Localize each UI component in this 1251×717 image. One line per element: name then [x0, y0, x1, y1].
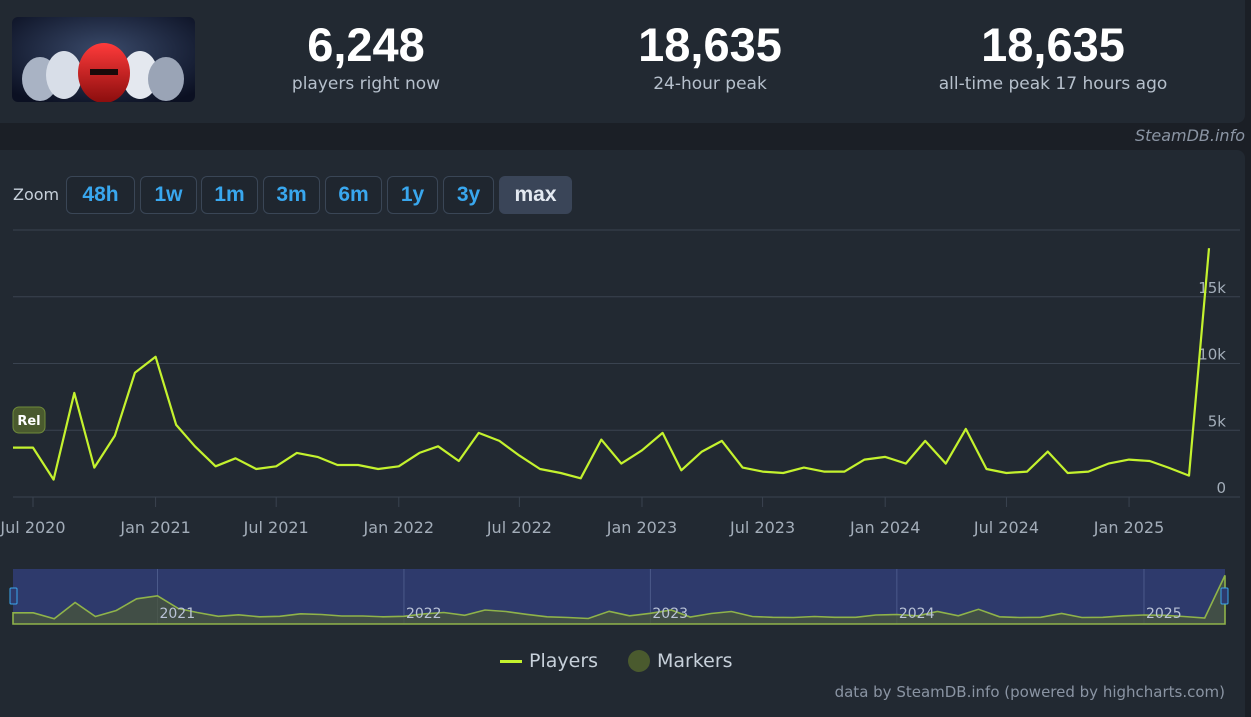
zoom-6m-button[interactable]: 6m	[325, 176, 382, 214]
zoom-3y-button[interactable]: 3y	[443, 176, 494, 214]
zoom-3m-button[interactable]: 3m	[263, 176, 320, 214]
highcharts-credit[interactable]: data by SteamDB.info (powered by highcha…	[834, 683, 1225, 701]
stat-all-time-peak: 18,635 all-time peak 17 hours ago	[903, 18, 1203, 94]
steamdb-credit-link[interactable]: SteamDB.info	[1134, 126, 1245, 145]
current-players-label: players right now	[291, 74, 441, 94]
stat-24h-peak: 18,635 24-hour peak	[560, 18, 860, 94]
zoom-1y-button[interactable]: 1y	[387, 176, 438, 214]
24h-peak-value: 18,635	[638, 18, 782, 71]
chart-legend: Players Markers	[0, 650, 1251, 674]
players-legend-swatch	[500, 659, 522, 663]
current-players-value: 6,248	[307, 18, 425, 71]
all-time-peak-value: 18,635	[981, 18, 1125, 71]
legend-label-markers: Markers	[657, 650, 733, 672]
all-time-peak-label: all-time peak 17 hours ago	[938, 74, 1168, 94]
zoom-1m-button[interactable]: 1m	[201, 176, 258, 214]
zoom-label: Zoom	[13, 185, 60, 204]
zoom-max-button[interactable]: max	[499, 176, 572, 214]
game-cover-art	[12, 17, 195, 102]
legend-item-markers[interactable]: Markers	[628, 650, 733, 672]
chart-container	[0, 150, 1245, 717]
zoom-48h-button[interactable]: 48h	[66, 176, 135, 214]
zoom-1w-button[interactable]: 1w	[140, 176, 197, 214]
24h-peak-label: 24-hour peak	[653, 74, 767, 94]
markers-legend-swatch	[628, 650, 650, 672]
legend-label-players: Players	[529, 650, 599, 672]
game-cover-image[interactable]	[12, 17, 195, 102]
stat-current-players: 6,248 players right now	[216, 18, 516, 94]
legend-item-players[interactable]: Players	[500, 650, 598, 672]
stats-header: 6,248 players right now 18,635 24-hour p…	[0, 0, 1245, 123]
